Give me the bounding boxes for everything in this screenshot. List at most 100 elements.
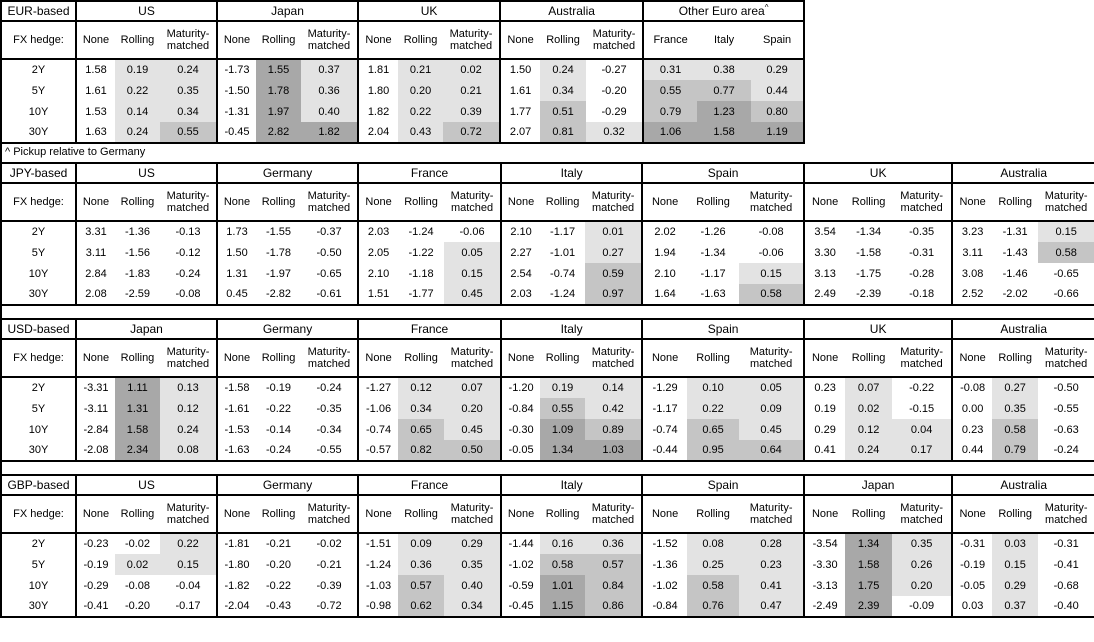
value-cell: -0.20 [124,600,151,612]
value-cell: 0.89 [585,419,643,440]
value-cell: 0.36 [398,554,445,575]
value-cell: 0.41 [739,575,805,596]
value-cell: 1.94 [641,242,688,263]
value-cell: 0.02 [443,59,501,80]
value-cell: 1.73 [216,221,257,242]
fx-hedge-label: FX hedge: [1,339,76,378]
maturity-label: 2Y [31,382,46,394]
fx-hedge-yield-tables: EUR-based US Japan UK Australia Other Euro ar… [0,0,1094,618]
value-cell: -1.55 [265,226,292,238]
hedge-column-header: Rolling [992,183,1039,222]
value-cell: 1.80 [357,80,399,101]
country-header: Germany [216,319,359,340]
value-cell: 0.29 [992,575,1039,596]
value-cell: -1.29 [641,377,688,398]
table-row: 30Y -0.41 -0.20 -0.17 -2.04 -0.43 -0.72 -0.98 0.… [1,596,1094,617]
value-cell: 1.09 [540,419,586,440]
country-header-label: Japan [130,322,163,336]
value-cell: -0.19 [951,554,993,575]
value-cell: 0.44 [951,440,993,461]
value-cell: 0.34 [398,398,445,419]
value-cell: -0.05 [500,440,541,461]
value-cell: -2.84 [75,419,115,440]
value-cell: 3.11 [951,242,993,263]
value-cell: 2.39 [845,596,893,617]
value-cell: -1.83 [124,267,151,280]
value-cell: 0.07 [444,377,502,398]
value-cell: -0.55 [1053,402,1079,415]
value-cell: 2.82 [256,122,302,143]
hedge-column-header: None [357,495,399,534]
maturity-label: 5Y [31,402,46,415]
value-cell: 1.03 [585,440,643,461]
country-header: Spain [641,475,805,496]
hedge-column-header: None [216,21,257,60]
value-cell: 0.21 [398,59,444,80]
value-cell: -0.24 [175,267,201,280]
table-row: 5Y 1.61 0.22 0.35 -1.50 1.78 0.36 1.80 0.20 0.21 1… [1,80,805,101]
hedge-column-header: Maturity-matched [739,183,805,222]
value-cell: -3.30 [803,554,846,575]
table-row: 30Y 2.08 -2.59 -0.08 0.45 -2.82 -0.61 1.51 -1.77… [1,284,1094,305]
value-cell: 0.51 [540,101,587,122]
value-cell: -0.09 [909,600,935,612]
value-cell: 0.21 [443,80,501,101]
value-cell: -0.06 [459,226,485,238]
value-cell: -0.45 [500,596,541,617]
value-cell: 0.77 [697,80,752,101]
country-header-label: Spain [707,322,739,336]
value-cell: 0.22 [160,533,218,554]
hedge-column-header: Maturity-matched [1038,183,1094,222]
fx-hedge-label: FX hedge: [1,495,76,534]
value-cell: 3.30 [803,242,846,263]
value-cell: -0.59 [500,575,541,596]
value-cell: 0.41 [803,440,846,461]
country-header: France [357,319,502,340]
country-header-label: Australia [548,4,595,18]
value-cell: -0.65 [316,267,342,280]
value-cell: -0.19 [265,382,292,394]
country-header-label: UK [869,322,887,336]
country-header: Germany [216,163,359,184]
table-row: 30Y 1.63 0.24 0.55 -0.45 2.82 1.82 2.04 0.43 0.72… [1,122,805,143]
value-cell: 0.03 [992,533,1039,554]
hedge-column-header: Maturity-matched [160,495,218,534]
value-cell: 2.05 [357,242,399,263]
value-cell: 0.79 [992,440,1039,461]
value-cell: 1.31 [216,263,257,284]
value-cell: 0.86 [585,596,643,617]
value-cell: 3.11 [75,242,115,263]
value-cell: -0.20 [265,558,292,571]
hedge-column-header: None [500,495,541,534]
value-cell: 3.54 [803,221,846,242]
value-cell: 1.61 [75,80,115,101]
usd-based-table: USD-based Japan Germany France Italy Spain UK A… [0,318,1094,462]
value-cell: 1.58 [115,419,160,440]
value-cell: 2.07 [499,122,541,143]
hedge-column-header: None [951,495,993,534]
value-cell: 1.58 [845,554,893,575]
hedge-column-header: Maturity-matched [1038,495,1094,534]
table-base-label: EUR-based [1,1,76,22]
hedge-column-header: Rolling [115,339,160,378]
value-cell: -0.35 [316,402,342,415]
value-cell: -1.24 [550,288,576,300]
value-cell: -0.35 [909,226,935,238]
value-cell: 0.43 [398,122,444,143]
value-cell: 0.15 [1038,221,1094,242]
value-cell: 0.12 [160,398,218,419]
table-base-label: USD-based [1,319,76,340]
value-cell: 0.20 [892,575,953,596]
value-cell: -1.52 [641,533,688,554]
value-cell: 0.02 [115,554,160,575]
maturity-label: 30Y [28,444,49,456]
country-header: Spain [641,163,805,184]
value-cell: -1.22 [408,246,434,259]
hedge-column-header: Maturity-matched [892,495,953,534]
hedge-column-header: Maturity-matched [444,183,502,222]
value-cell: -0.84 [500,398,541,419]
value-cell: 2.03 [500,284,541,305]
value-cell: 2.03 [357,221,399,242]
table-row: 10Y -0.29 -0.08 -0.04 -1.82 -0.22 -0.39 -1.03 0.… [1,575,1094,596]
value-cell: 0.59 [585,263,643,284]
